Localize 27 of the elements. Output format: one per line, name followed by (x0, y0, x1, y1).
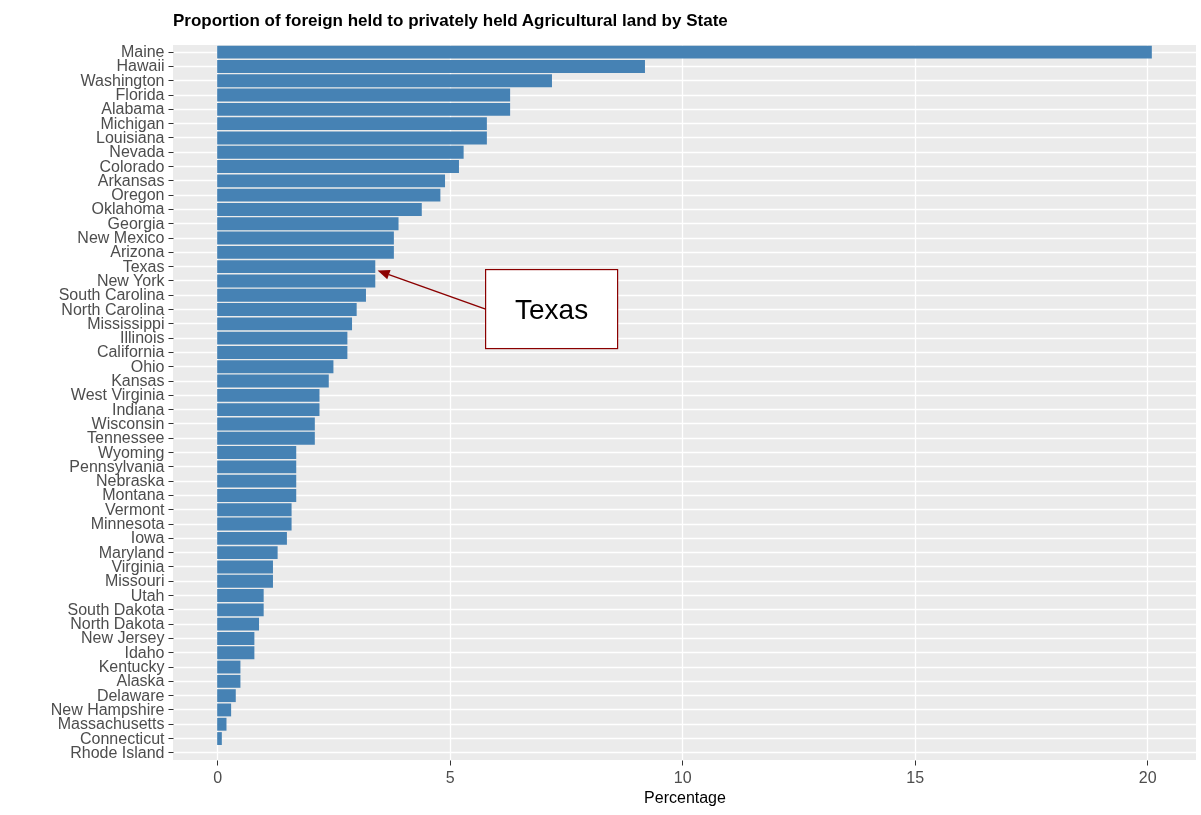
chart-title: Proportion of foreign held to privately held Agricultural land by State (173, 10, 728, 30)
y-tick-label: Iowa (130, 529, 165, 547)
x-tick-label: 15 (906, 768, 925, 786)
y-tick-label: Tennessee (87, 429, 165, 447)
y-tick-label: Wisconsin (91, 414, 165, 432)
y-tick-label: New Jersey (80, 629, 165, 647)
bar (217, 274, 376, 288)
y-tick-label: West Virginia (70, 386, 165, 404)
x-tick-label: 0 (213, 768, 223, 786)
x-tick-label: 10 (673, 768, 692, 786)
bar (217, 88, 511, 102)
x-tick-label: 5 (445, 768, 455, 786)
bar (217, 560, 273, 574)
y-tick-label: Georgia (107, 214, 165, 232)
bar (217, 703, 232, 717)
x-axis-title: Percentage (644, 788, 727, 806)
bar (217, 374, 329, 388)
bar (217, 231, 394, 245)
x-tick-label: 20 (1138, 768, 1157, 786)
y-tick-label: Kentucky (98, 658, 165, 676)
y-tick-label: Alabama (101, 100, 165, 118)
bar (217, 660, 241, 674)
annotation: Texas (515, 294, 589, 326)
bar (217, 417, 315, 431)
y-tick-label: Oregon (111, 186, 165, 204)
bar (217, 131, 487, 145)
bar (217, 517, 292, 531)
